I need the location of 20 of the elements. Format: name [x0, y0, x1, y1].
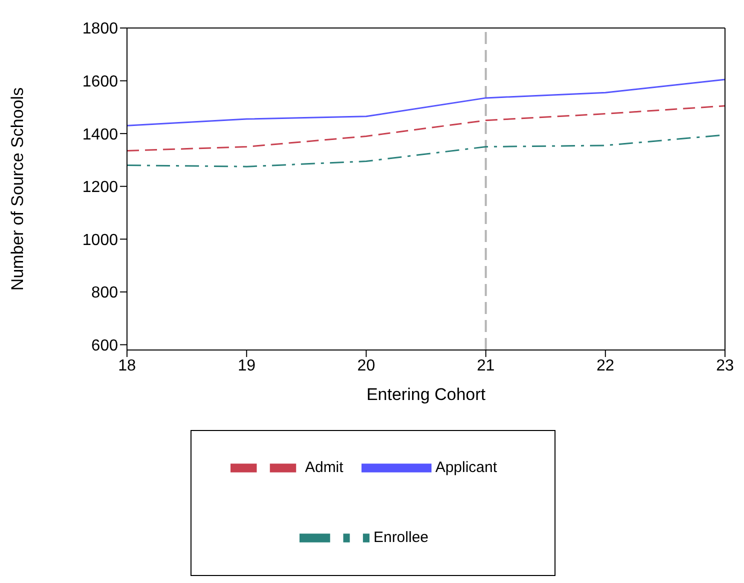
line-series [127, 105, 725, 152]
y-tick-label: 1600 [82, 73, 118, 90]
line-series [127, 78, 725, 126]
legend-label: Applicant [435, 458, 498, 476]
y-tick-label: 1000 [82, 232, 118, 249]
y-tick-label: 600 [91, 337, 118, 354]
x-axis-title: Entering Cohort [366, 385, 486, 404]
y-tick-label: 1800 [82, 20, 118, 38]
x-tick-label: 19 [238, 357, 256, 374]
x-tick-label: 21 [476, 357, 495, 374]
y-tick-label: 800 [91, 284, 118, 302]
legend-label: Enrollee [373, 528, 429, 546]
x-tick-label: 23 [716, 357, 734, 374]
y-axis-title: Number of Source Schools [8, 87, 28, 291]
x-tick-label: 20 [357, 357, 376, 374]
y-tick-label: 1400 [82, 126, 118, 144]
y-tick-label: 1200 [82, 179, 118, 196]
legend-label: Admit [304, 458, 344, 476]
x-tick-label: 22 [596, 357, 614, 374]
x-tick-label: 18 [118, 357, 136, 374]
